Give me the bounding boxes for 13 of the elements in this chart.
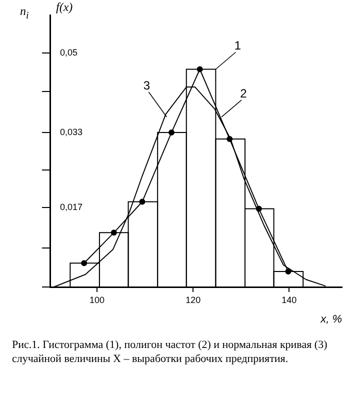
annotation: 3 [143, 78, 150, 92]
y-tick-label: 0,033 [60, 126, 83, 137]
y-tick-label: 0,017 [60, 202, 83, 212]
y-tick-label: 0,05 [60, 47, 78, 58]
x-tick-label: 100 [90, 294, 105, 305]
x-tick-label: 140 [282, 294, 297, 305]
text: Рис.1. Гистограмма (1), полигон частот (2) и нормальная кривая (3) случайной величины X – выработки рабочих предприятия. [12, 338, 328, 366]
x-tick-label: 120 [186, 294, 201, 305]
text: n$_{i}$ [20, 4, 29, 22]
annotation: 1 [234, 38, 242, 53]
y-axis-title: f(x) [56, 0, 73, 14]
x-axis-title: x, % [320, 313, 342, 326]
annotation: 2 [240, 86, 248, 100]
